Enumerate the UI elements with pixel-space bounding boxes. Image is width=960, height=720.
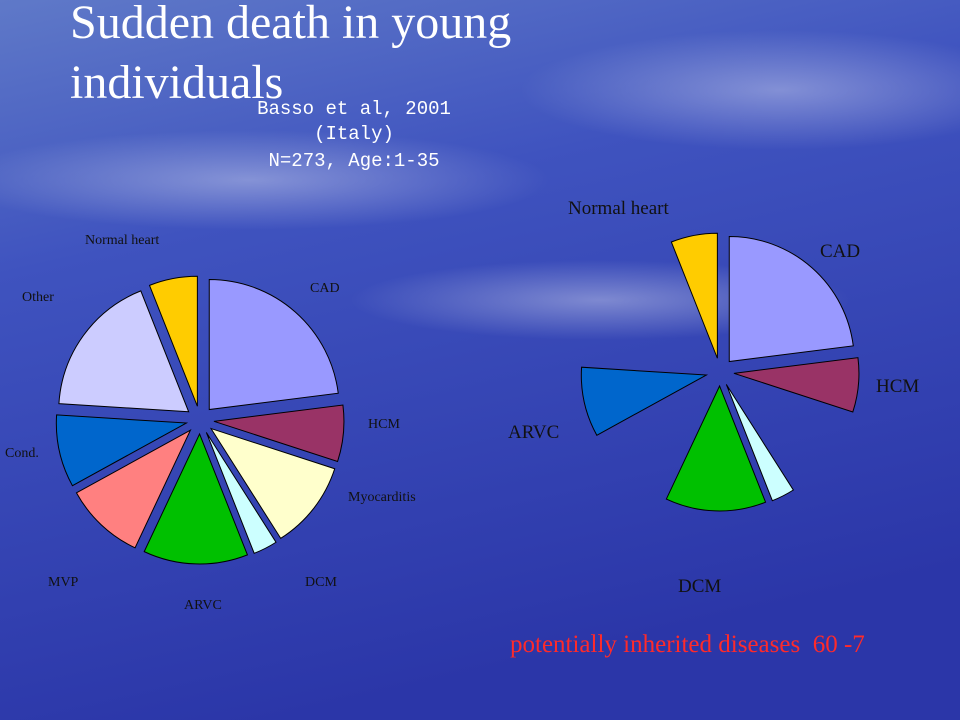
pie-slice bbox=[670, 232, 718, 359]
slice-label: DCM bbox=[305, 575, 337, 590]
slice-label: CAD bbox=[820, 241, 860, 262]
pie-slice bbox=[213, 404, 345, 463]
pie-slice bbox=[75, 429, 192, 549]
pie-slice bbox=[148, 275, 198, 407]
slice-label: ARVC bbox=[508, 422, 559, 443]
pie-slice bbox=[209, 427, 336, 540]
cloud bbox=[0, 130, 550, 230]
slice-label: Myocarditis bbox=[348, 490, 416, 505]
pie-slice bbox=[733, 357, 860, 413]
cloud bbox=[520, 30, 960, 150]
cloud bbox=[350, 260, 850, 340]
slice-label: HCM bbox=[368, 417, 400, 432]
slice-label: ARVC bbox=[184, 598, 222, 613]
slice-label: Other bbox=[22, 290, 54, 305]
pie-slice bbox=[58, 290, 190, 413]
slice-label: CAD bbox=[310, 281, 340, 296]
slice-label: Cond. bbox=[5, 446, 39, 461]
slice-label: MVP bbox=[48, 575, 79, 590]
pie-slice bbox=[725, 384, 795, 502]
footer-note: potentially inherited diseases 60 -7 bbox=[510, 631, 865, 658]
pie-slice bbox=[143, 432, 249, 565]
source-line: N=273, Age:1-35 bbox=[268, 150, 439, 172]
pie-slice bbox=[55, 414, 189, 487]
slice-label: Normal heart bbox=[568, 198, 669, 219]
slice-label: HCM bbox=[876, 376, 919, 397]
title-line: Sudden death in young bbox=[70, 0, 511, 49]
pie-slice bbox=[208, 278, 339, 411]
pie-slice bbox=[580, 366, 709, 436]
pie-slice bbox=[728, 235, 854, 363]
title-line: individuals bbox=[70, 56, 283, 109]
slice-label: DCM bbox=[678, 576, 721, 597]
slice-label: Normal heart bbox=[85, 233, 159, 248]
pie-slice bbox=[665, 384, 767, 512]
source-line: (Italy) bbox=[314, 123, 394, 145]
source-line: Basso et al, 2001 bbox=[257, 98, 451, 120]
pie-slice bbox=[205, 432, 277, 554]
